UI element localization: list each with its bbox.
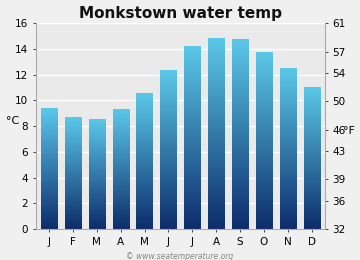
Y-axis label: °F: °F [343,126,355,136]
Y-axis label: °C: °C [5,116,19,126]
Text: © www.seatemperature.org: © www.seatemperature.org [126,252,234,260]
Title: Monkstown water temp: Monkstown water temp [79,5,282,21]
